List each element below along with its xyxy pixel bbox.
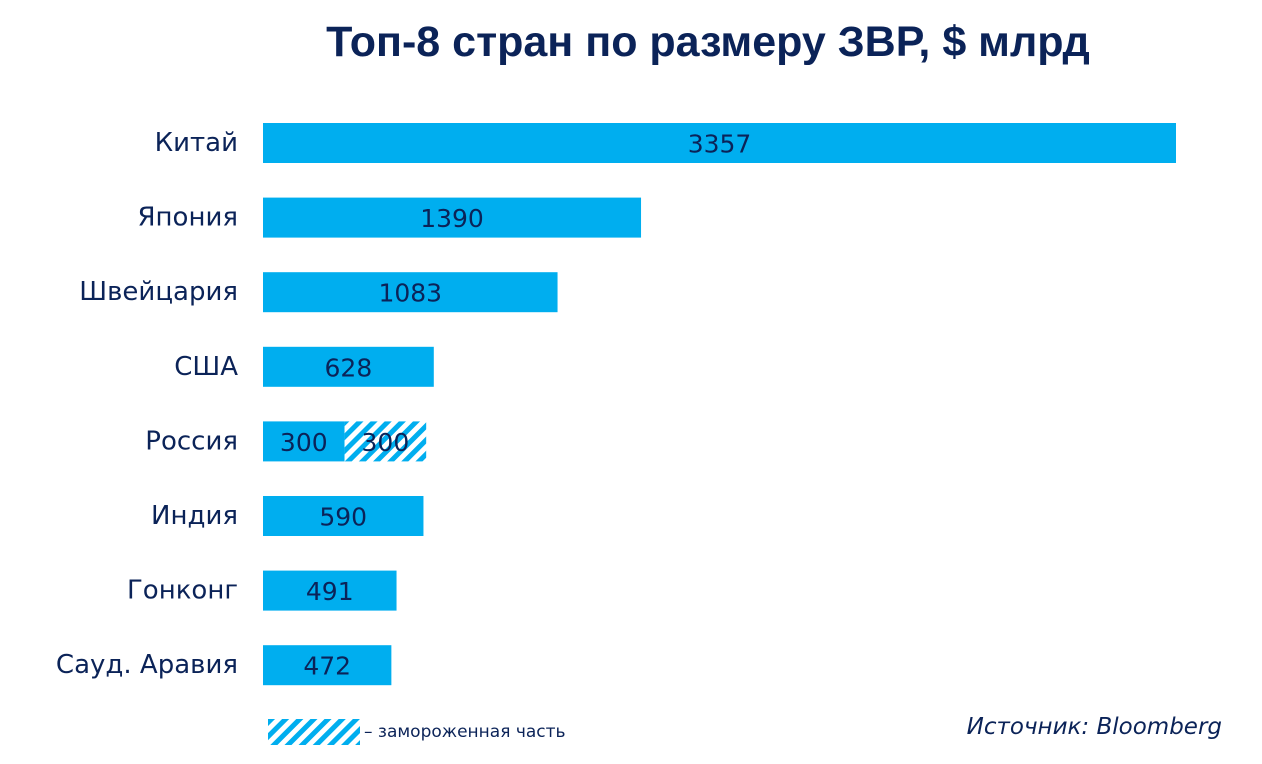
- bar: [263, 123, 1176, 163]
- value-label: 300: [362, 428, 410, 457]
- category-label: Япония: [137, 203, 238, 233]
- category-label: Швейцария: [79, 277, 238, 307]
- bar: [263, 346, 434, 387]
- value-label: 1083: [378, 279, 442, 308]
- value-label: 472: [303, 652, 351, 681]
- bar: [263, 272, 558, 313]
- bar: [263, 645, 392, 686]
- chart-title: Топ-8 стран по размеру ЗВР, $ млрд: [326, 18, 1090, 66]
- category-label: Россия: [145, 426, 238, 456]
- category-label: Индия: [151, 501, 238, 531]
- category-label: Сауд. Аравия: [56, 650, 238, 680]
- bar: [263, 421, 345, 462]
- value-label: 628: [325, 353, 373, 382]
- bar: [263, 197, 642, 238]
- value-label: 491: [306, 577, 354, 606]
- legend: – замороженная часть: [268, 719, 566, 745]
- value-label: 590: [319, 503, 367, 532]
- frozen-part-swatch: [268, 719, 360, 745]
- value-label: 300: [280, 428, 328, 457]
- value-label: 1390: [420, 204, 484, 233]
- source-note: Источник: Bloomberg: [966, 714, 1222, 740]
- category-label: США: [174, 352, 238, 382]
- value-label: 3357: [688, 130, 752, 159]
- legend-label-frozen: – замороженная часть: [364, 722, 566, 742]
- bar-frozen-segment: [344, 421, 427, 462]
- category-label: Гонконг: [127, 576, 238, 606]
- bar: [263, 496, 424, 536]
- bar: [263, 570, 397, 611]
- category-label: Китай: [155, 128, 238, 158]
